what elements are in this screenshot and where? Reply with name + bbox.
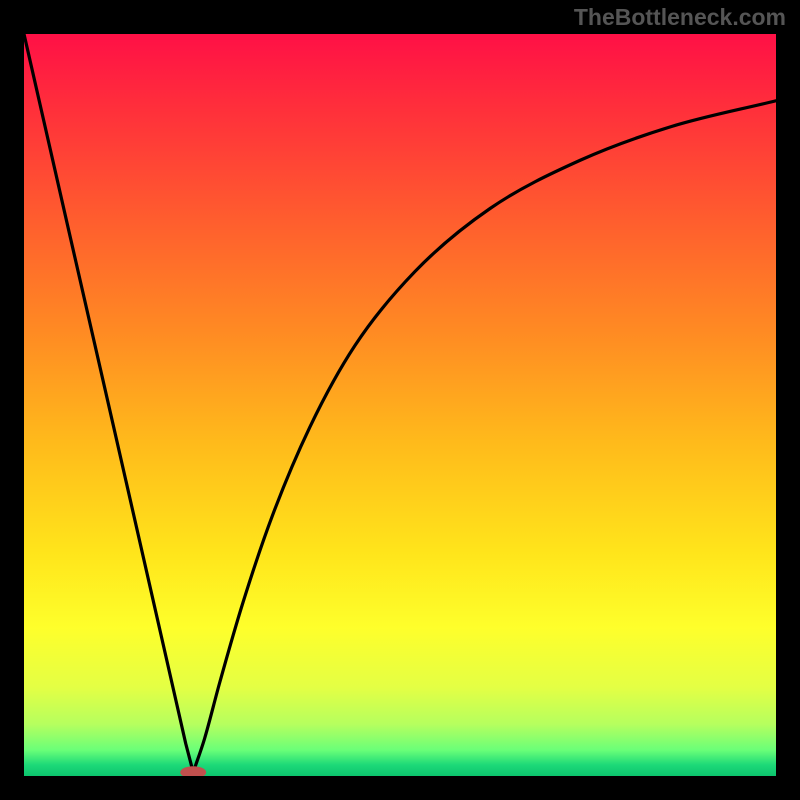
chart-frame: TheBottleneck.com [0,0,800,800]
chart-svg [24,34,776,776]
watermark-label: TheBottleneck.com [574,4,786,31]
plot-area [24,34,776,776]
gradient-background [24,34,776,776]
